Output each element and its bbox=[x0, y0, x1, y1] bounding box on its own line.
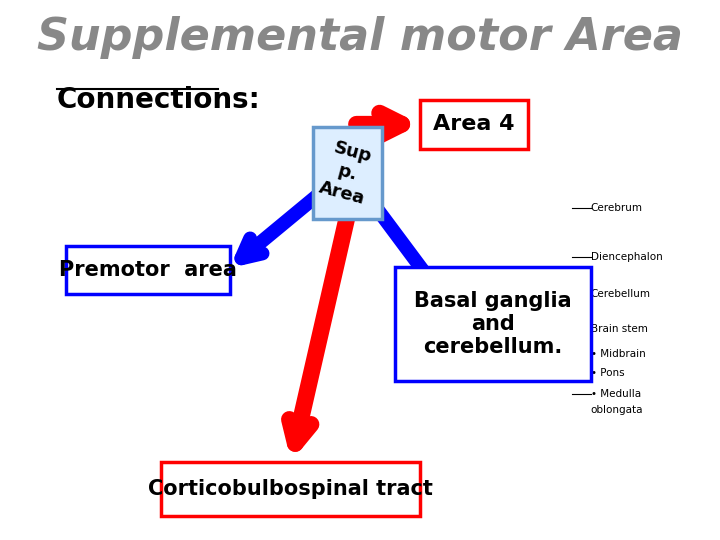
Text: Corticobulbospinal tract: Corticobulbospinal tract bbox=[148, 478, 433, 499]
Text: Brain stem: Brain stem bbox=[590, 325, 647, 334]
Text: oblongata: oblongata bbox=[590, 406, 643, 415]
Text: Supplemental motor Area: Supplemental motor Area bbox=[37, 16, 683, 59]
Text: • Midbrain: • Midbrain bbox=[590, 349, 645, 359]
FancyBboxPatch shape bbox=[161, 462, 420, 516]
Text: Diencephalon: Diencephalon bbox=[590, 252, 662, 261]
FancyBboxPatch shape bbox=[66, 246, 230, 294]
Text: Connections:: Connections: bbox=[57, 86, 261, 114]
Text: • Pons: • Pons bbox=[590, 368, 624, 377]
Text: Cerebellum: Cerebellum bbox=[590, 289, 651, 299]
Text: • Medulla: • Medulla bbox=[590, 389, 641, 399]
Text: Cerebrum: Cerebrum bbox=[590, 203, 643, 213]
FancyBboxPatch shape bbox=[312, 127, 382, 219]
FancyBboxPatch shape bbox=[395, 267, 590, 381]
Text: Sup
p.
Area: Sup p. Area bbox=[317, 138, 378, 208]
Text: Premotor  area: Premotor area bbox=[59, 260, 237, 280]
FancyBboxPatch shape bbox=[420, 100, 528, 149]
Text: Area 4: Area 4 bbox=[433, 114, 515, 134]
Text: Basal ganglia
and
cerebellum.: Basal ganglia and cerebellum. bbox=[414, 291, 572, 357]
